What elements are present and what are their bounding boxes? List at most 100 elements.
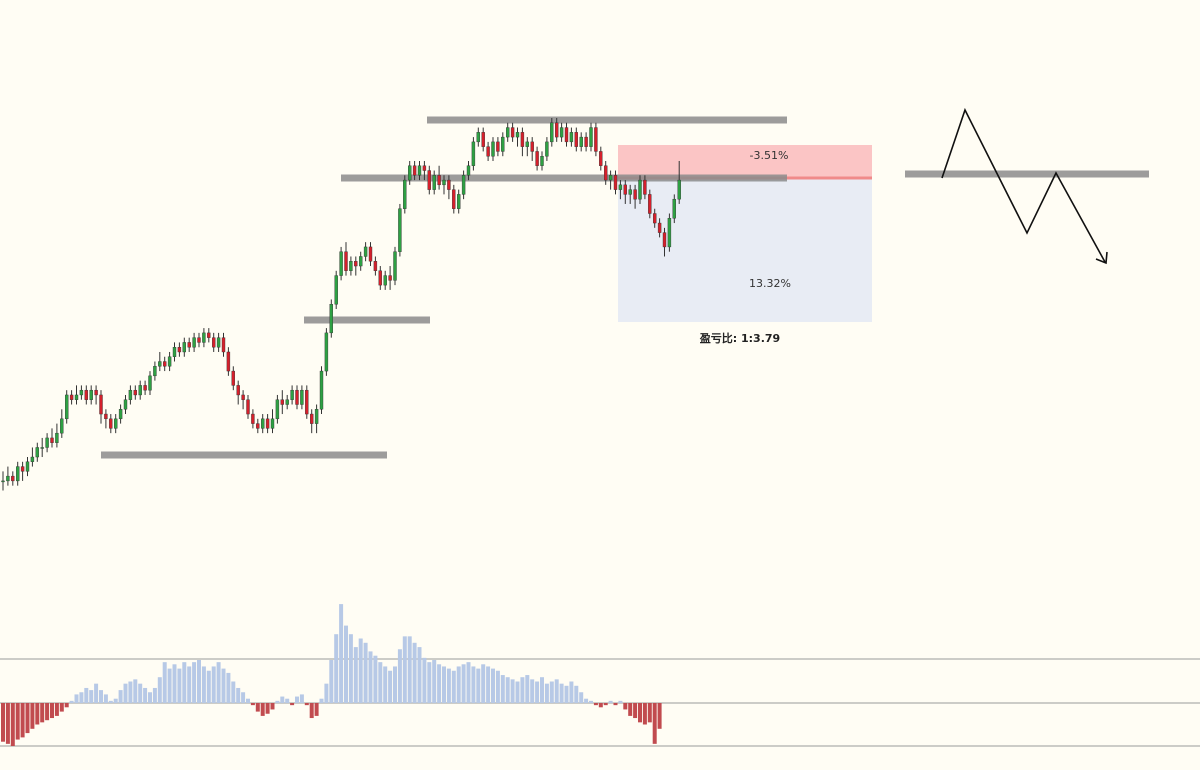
candle-down	[535, 151, 539, 166]
histogram-bar	[520, 677, 525, 703]
candle-up	[40, 447, 44, 449]
candle-up	[408, 165, 412, 181]
candle-down	[94, 389, 98, 396]
histogram-bar	[25, 703, 30, 734]
histogram-bar	[250, 703, 255, 706]
histogram-bar	[206, 670, 211, 703]
candle-down	[555, 122, 559, 138]
histogram-bar	[177, 668, 182, 703]
candle-up	[442, 179, 446, 186]
candle-up	[153, 366, 157, 377]
candle-down	[177, 347, 182, 353]
candle-up	[6, 475, 10, 482]
candle-down	[109, 418, 113, 429]
candle-down	[496, 141, 500, 152]
histogram-bar	[647, 703, 652, 723]
histogram-bar	[642, 703, 647, 725]
candle-down	[643, 179, 647, 195]
candle-up	[290, 389, 294, 400]
candle-down	[613, 175, 618, 190]
histogram-bar	[574, 685, 579, 703]
candle-down	[594, 127, 598, 152]
candle-up	[118, 409, 123, 420]
candle-up	[393, 251, 397, 281]
candle-down	[584, 136, 588, 147]
histogram-bar	[535, 681, 540, 703]
histogram-bar	[270, 703, 275, 710]
horizontal-levels	[101, 116, 1149, 459]
histogram-bar	[113, 698, 118, 703]
candle-up	[417, 165, 422, 176]
candle-up	[89, 389, 93, 400]
histogram-bar	[54, 703, 59, 716]
histogram-bar	[59, 703, 64, 712]
candle-up	[559, 127, 564, 138]
candle-up	[525, 141, 529, 147]
candle-down	[231, 370, 236, 386]
candle-up	[79, 389, 84, 396]
arrow-icon	[1095, 251, 1108, 265]
candle-down	[657, 222, 662, 233]
histogram-bar	[608, 700, 613, 703]
histogram-bar	[255, 703, 260, 712]
histogram-bar	[143, 687, 148, 703]
histogram-bar	[569, 681, 574, 703]
histogram-bar	[157, 677, 162, 703]
candle-down	[143, 385, 147, 391]
candle-up	[540, 155, 544, 166]
candle-up	[270, 418, 275, 429]
histogram-bar	[79, 692, 84, 703]
histogram-bar	[138, 683, 143, 703]
candle-up	[466, 165, 471, 176]
candle-up	[16, 466, 20, 482]
histogram-bar	[393, 666, 397, 703]
histogram-bar	[598, 703, 603, 708]
candle-down	[564, 127, 569, 143]
candle-down	[236, 385, 240, 396]
candle-up	[432, 175, 436, 190]
candle-up	[672, 198, 676, 219]
histogram-bar	[344, 625, 348, 703]
candle-down	[295, 389, 299, 405]
candle-up	[167, 356, 172, 367]
candle-up	[550, 122, 554, 143]
candle-down	[412, 165, 417, 176]
histogram	[0, 604, 1200, 747]
candle-down	[187, 342, 191, 348]
candle-down	[305, 389, 309, 415]
histogram-bar	[633, 703, 638, 719]
candle-down	[510, 127, 515, 138]
candle-down	[310, 413, 314, 424]
histogram-bar	[491, 668, 495, 703]
candle-up	[677, 179, 681, 200]
histogram-bar	[466, 662, 471, 703]
histogram-bar	[486, 666, 491, 703]
candle-up	[128, 389, 133, 400]
histogram-bar	[442, 666, 446, 703]
candle-down	[599, 151, 603, 166]
histogram-bar	[35, 703, 40, 725]
candle-up	[506, 127, 510, 138]
histogram-bar	[187, 666, 192, 703]
histogram-bar	[221, 668, 226, 703]
candle-down	[354, 261, 358, 267]
histogram-bar	[549, 681, 554, 703]
candle-up	[589, 127, 593, 147]
candle-up	[172, 347, 177, 357]
candle-up	[45, 437, 49, 448]
candle-up	[471, 141, 476, 166]
histogram-bar	[495, 670, 500, 703]
histogram-bar	[373, 655, 378, 703]
histogram-bar	[231, 681, 236, 703]
histogram-bar	[476, 668, 481, 703]
histogram-bar	[152, 687, 157, 703]
histogram-bar	[589, 700, 593, 703]
histogram-bar	[5, 703, 10, 744]
histogram-bar	[437, 664, 442, 703]
histogram-bar	[412, 642, 417, 703]
histogram-bar	[226, 672, 231, 703]
histogram-bar	[603, 703, 608, 706]
candle-up	[461, 175, 466, 195]
histogram-bar	[334, 634, 339, 703]
candle-down	[241, 394, 245, 400]
